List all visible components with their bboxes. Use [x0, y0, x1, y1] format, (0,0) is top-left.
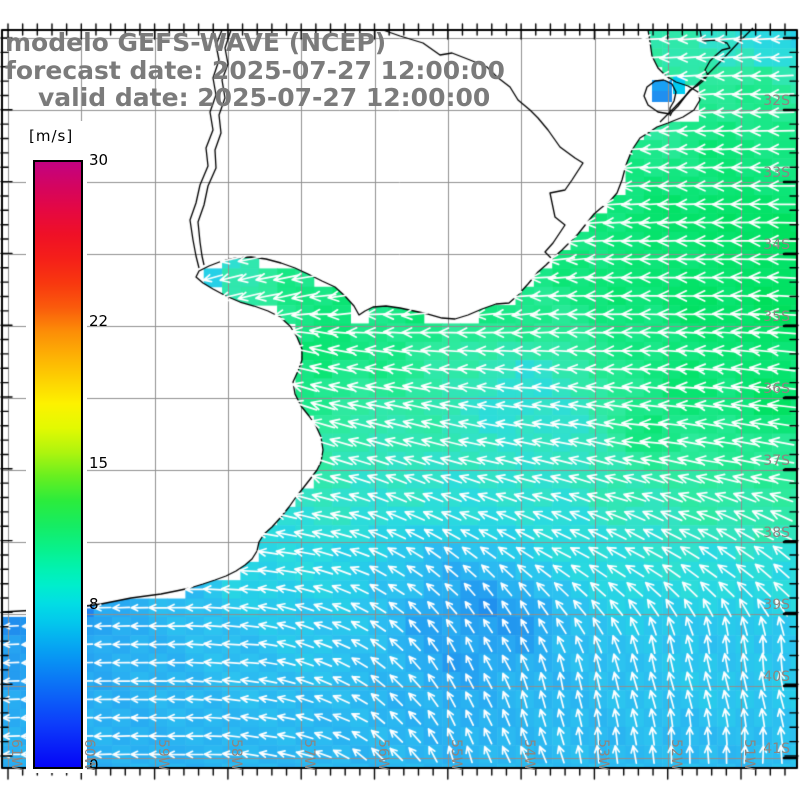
lat-label: 34S: [763, 237, 790, 253]
lon-label: 58W: [228, 739, 244, 771]
lat-label: 37S: [763, 453, 790, 469]
lon-label: 52W: [668, 739, 684, 771]
lat-label: 36S: [763, 381, 790, 397]
lat-label: 32S: [763, 93, 790, 109]
lat-label: 39S: [763, 597, 790, 613]
lat-label: 38S: [763, 525, 790, 541]
lon-label: 59W: [155, 739, 171, 771]
lat-label: 35S: [763, 309, 790, 325]
colorbar-gradient: [33, 160, 83, 769]
lat-label: 33S: [763, 165, 790, 181]
colorbar-tick-label: 30: [89, 151, 109, 169]
colorbar-tick-label: 0: [89, 756, 99, 774]
lon-label: 55W: [448, 739, 464, 771]
colorbar-tick-label: 15: [89, 453, 109, 472]
lat-label: 40S: [763, 669, 790, 685]
lon-label: 51W: [741, 739, 757, 771]
lon-label: 54W: [521, 739, 537, 771]
colorbar-tick-label: 22: [89, 312, 109, 331]
lat-label: 41S: [763, 741, 790, 757]
lon-label: 57W: [301, 739, 317, 771]
lon-label: 60W: [81, 739, 97, 771]
colorbar-tick-label: 8: [89, 594, 99, 613]
lon-label: 53W: [595, 739, 611, 771]
lon-label: 61W: [8, 739, 24, 771]
colorbar-unit-label: [m/s]: [29, 127, 74, 145]
lon-label: 56W: [375, 739, 391, 771]
